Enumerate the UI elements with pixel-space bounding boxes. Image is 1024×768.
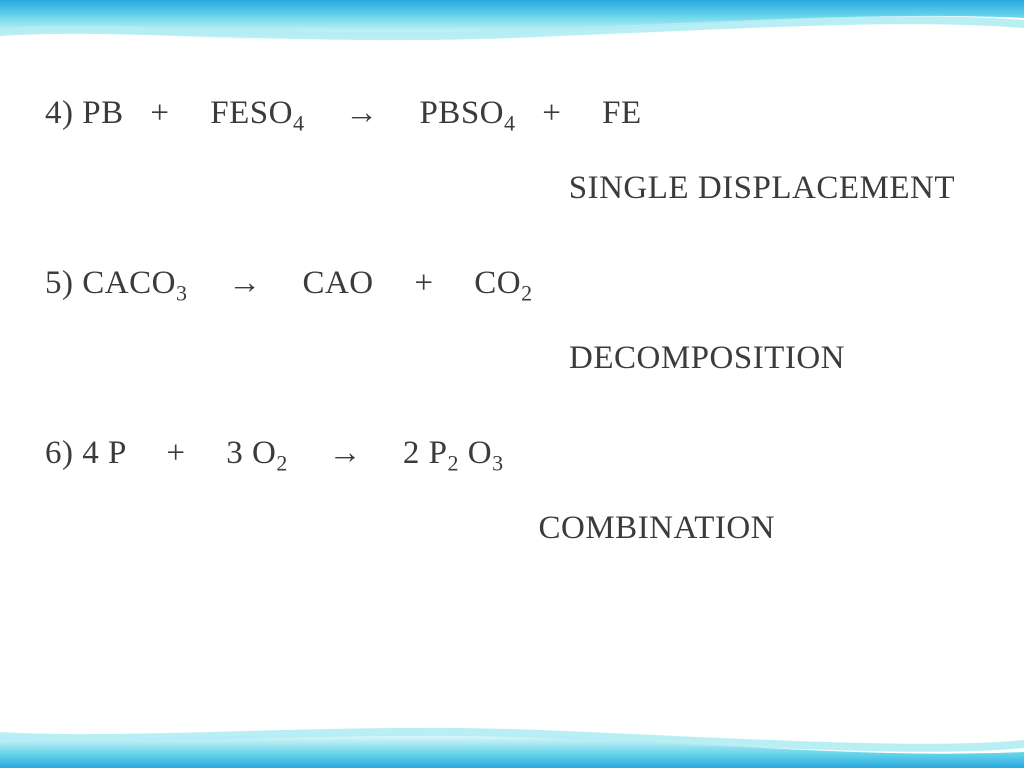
reactant-1: 4 P bbox=[82, 435, 125, 471]
product-2: FE bbox=[602, 95, 642, 131]
reactant-2: FESO4 bbox=[210, 95, 304, 131]
slide-content: 4) PB + FESO4 → PBSO4 + FE SINGLE DISPLA… bbox=[45, 95, 985, 587]
equation-number: 4) bbox=[45, 95, 74, 131]
equation-5: 5) CACO3 → CAO + CO2 bbox=[45, 265, 985, 302]
equation-number: 5) bbox=[45, 265, 74, 301]
equation-6: 6) 4 P + 3 O2 → 2 P2 O3 bbox=[45, 435, 985, 472]
reaction-type-6: COMBINATION bbox=[45, 510, 985, 547]
product-2: CO2 bbox=[474, 265, 532, 301]
equation-block-5: 5) CACO3 → CAO + CO2 DECOMPOSITION bbox=[45, 265, 985, 377]
equation-block-4: 4) PB + FESO4 → PBSO4 + FE SINGLE DISPLA… bbox=[45, 95, 985, 207]
product-1: CAO bbox=[302, 265, 373, 301]
arrow: → bbox=[228, 265, 262, 301]
equation-number: 6) bbox=[45, 435, 74, 471]
reactant-1: CACO3 bbox=[82, 265, 187, 301]
equation-block-6: 6) 4 P + 3 O2 → 2 P2 O3 COMBINATION bbox=[45, 435, 985, 547]
product-1: 2 P2 O3 bbox=[403, 435, 504, 471]
reaction-type-4: SINGLE DISPLACEMENT bbox=[45, 170, 985, 207]
product-1: PBSO4 bbox=[419, 95, 515, 131]
arrow: → bbox=[329, 435, 363, 471]
arrow: → bbox=[345, 95, 379, 131]
reactant-2: 3 O2 bbox=[226, 435, 288, 471]
reaction-type-5: DECOMPOSITION bbox=[45, 340, 985, 377]
reactant-1: PB bbox=[82, 95, 123, 131]
equation-4: 4) PB + FESO4 → PBSO4 + FE bbox=[45, 95, 985, 132]
